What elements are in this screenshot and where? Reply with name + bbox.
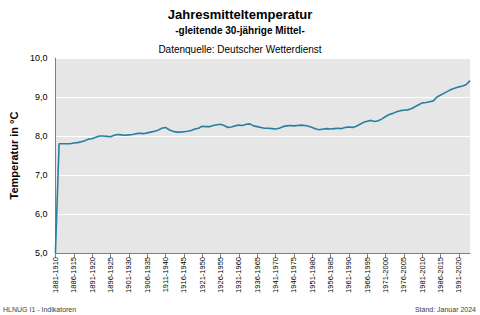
svg-text:Temperatur in °C: Temperatur in °C <box>8 111 20 199</box>
svg-text:-gleitende 30-jährige Mittel-: -gleitende 30-jährige Mittel- <box>175 25 304 36</box>
svg-text:1981-2010: 1981-2010 <box>418 257 427 293</box>
svg-text:1891-1920: 1891-1920 <box>88 257 97 293</box>
svg-text:1926-1955: 1926-1955 <box>216 257 225 293</box>
svg-text:1991-2020: 1991-2020 <box>454 257 463 293</box>
svg-text:9,0: 9,0 <box>35 92 48 102</box>
svg-text:1941-1970: 1941-1970 <box>271 257 280 293</box>
svg-text:Jahresmitteltemperatur: Jahresmitteltemperatur <box>168 7 313 22</box>
svg-text:1961-1990: 1961-1990 <box>344 257 353 293</box>
svg-text:5,0: 5,0 <box>35 248 48 258</box>
svg-text:1881-1910: 1881-1910 <box>51 257 60 293</box>
svg-text:1906-1935: 1906-1935 <box>143 257 152 293</box>
svg-text:1976-2005: 1976-2005 <box>399 257 408 293</box>
svg-text:1986-2015: 1986-2015 <box>436 257 445 293</box>
svg-text:HLNUG I1 - Indikatoren: HLNUG I1 - Indikatoren <box>3 306 76 313</box>
svg-text:1951-1980: 1951-1980 <box>308 257 317 293</box>
svg-text:Datenquelle: Deutscher Wetterd: Datenquelle: Deutscher Wetterdienst <box>158 44 321 55</box>
svg-text:8,0: 8,0 <box>35 131 48 141</box>
svg-text:1896-1925: 1896-1925 <box>106 257 115 293</box>
svg-text:1966-1995: 1966-1995 <box>363 257 372 293</box>
svg-text:1886-1915: 1886-1915 <box>69 257 78 293</box>
svg-text:1971-2000: 1971-2000 <box>381 257 390 293</box>
svg-text:1901-1930: 1901-1930 <box>124 257 133 293</box>
svg-text:6,0: 6,0 <box>35 209 48 219</box>
svg-text:1931-1960: 1931-1960 <box>234 257 243 293</box>
svg-text:1946-1975: 1946-1975 <box>289 257 298 293</box>
svg-text:1916-1945: 1916-1945 <box>179 257 188 293</box>
svg-text:1956-1985: 1956-1985 <box>326 257 335 293</box>
svg-text:10,0: 10,0 <box>30 53 48 63</box>
svg-text:1936-1965: 1936-1965 <box>253 257 262 293</box>
svg-text:1911-1940: 1911-1940 <box>161 257 170 292</box>
svg-text:7,0: 7,0 <box>35 170 48 180</box>
svg-text:1921-1950: 1921-1950 <box>198 257 207 293</box>
svg-text:Stand: Januar 2024: Stand: Januar 2024 <box>415 306 476 313</box>
